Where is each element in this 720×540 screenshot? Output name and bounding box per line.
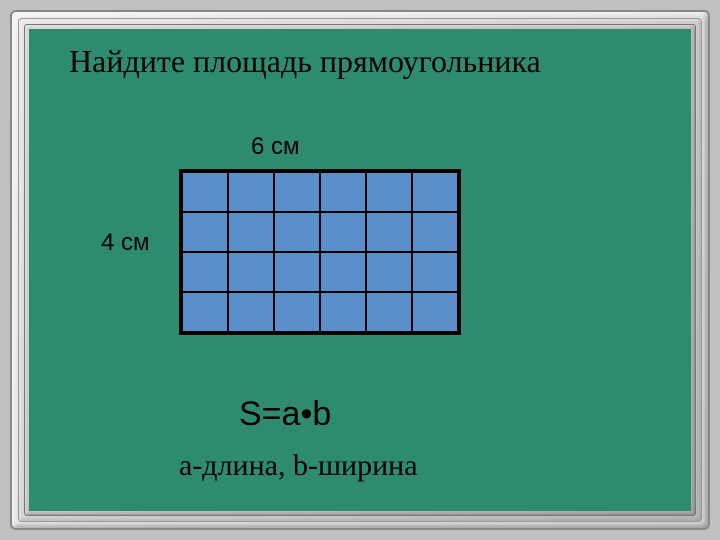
grid-cell (228, 292, 274, 332)
grid-cell (228, 252, 274, 292)
grid-cell (366, 212, 412, 252)
grid-cell (320, 172, 366, 212)
grid-cell (274, 292, 320, 332)
height-label: 4 см (101, 229, 150, 257)
slide-canvas: Найдите площадь прямоугольника 6 см 4 см… (29, 29, 691, 511)
grid-cell (412, 172, 458, 212)
grid-cell (366, 252, 412, 292)
slide-frame-inner: Найдите площадь прямоугольника 6 см 4 см… (24, 24, 696, 516)
grid-cell (274, 172, 320, 212)
grid-cell (320, 212, 366, 252)
grid-cell (228, 172, 274, 212)
grid-cell (182, 252, 228, 292)
area-formula: S=a•b (239, 395, 331, 434)
grid-cell (412, 212, 458, 252)
formula-legend: а-длина, b-ширина (179, 449, 418, 483)
grid-cell (320, 252, 366, 292)
slide-frame-outer: Найдите площадь прямоугольника 6 см 4 см… (10, 10, 710, 530)
grid-cell (182, 172, 228, 212)
grid-cell (320, 292, 366, 332)
grid-cell (412, 292, 458, 332)
grid-cell (412, 252, 458, 292)
slide-title: Найдите площадь прямоугольника (69, 43, 541, 80)
rectangle-grid (179, 169, 461, 335)
grid-cell (274, 252, 320, 292)
width-label: 6 см (251, 133, 300, 161)
grid-cell (182, 212, 228, 252)
grid-cell (182, 292, 228, 332)
grid-cell (228, 212, 274, 252)
grid-cell (366, 172, 412, 212)
grid-cells (182, 172, 458, 332)
slide-frame-mid: Найдите площадь прямоугольника 6 см 4 см… (18, 18, 702, 522)
grid-cell (366, 292, 412, 332)
grid-cell (274, 212, 320, 252)
